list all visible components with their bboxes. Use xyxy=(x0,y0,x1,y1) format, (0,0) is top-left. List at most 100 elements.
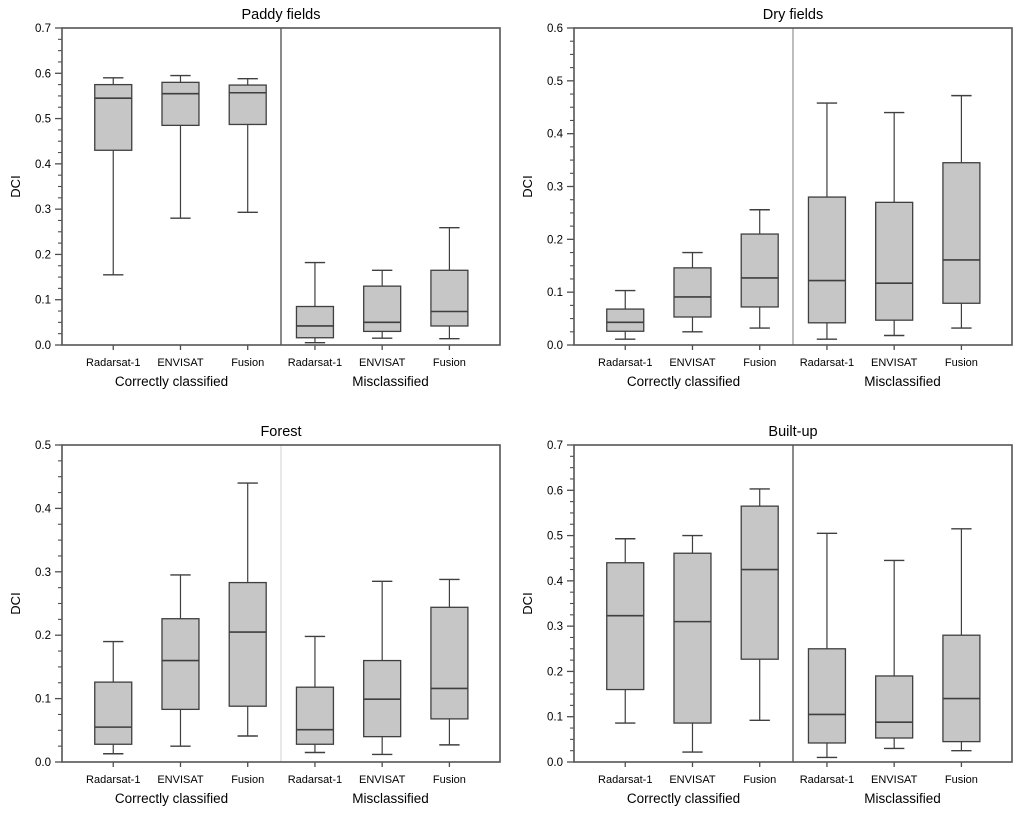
x-category-label: Fusion xyxy=(743,357,776,369)
chart-title: Forest xyxy=(260,424,301,440)
y-axis: 0.0 0.1 0.2 0.3 0.4 0.5 0.6 xyxy=(547,23,574,352)
y-tick-label: 0.7 xyxy=(547,440,563,452)
box-fusion-correct xyxy=(228,482,267,737)
group-label-correct: Correctly classified xyxy=(115,374,228,389)
box-fusion-misclassified xyxy=(942,94,981,329)
box-envisat-correct xyxy=(673,251,712,333)
x-axis: Radarsat-1 ENVISAT Fusion Radarsat-1 ENVISAT… xyxy=(86,345,466,369)
box-envisat-misclassified xyxy=(875,111,914,337)
box-envisat-misclassified xyxy=(363,580,402,756)
y-axis: 0.0 0.1 0.2 0.3 0.4 0.5 0.6 0.7 xyxy=(35,23,62,352)
x-category-label: ENVISAT xyxy=(359,774,406,786)
chart-title: Dry fields xyxy=(763,7,823,23)
y-tick-label: 0.0 xyxy=(547,757,563,769)
box-fusion-correct xyxy=(740,488,779,722)
x-category-label: Radarsat-1 xyxy=(288,357,342,369)
y-tick-label: 0.6 xyxy=(35,68,51,80)
y-tick-label: 0.6 xyxy=(547,23,563,35)
x-category-label: ENVISAT xyxy=(157,774,204,786)
y-tick-label: 0.2 xyxy=(35,249,51,261)
box-fusion-correct xyxy=(228,78,267,214)
x-category-label: ENVISAT xyxy=(669,357,716,369)
plot-frame xyxy=(61,444,501,763)
box-fusion-misclassified xyxy=(430,578,469,746)
panel-paddy-fields: 0.0 0.1 0.2 0.3 0.4 0.5 0.6 0.7 Radarsat-1 ENVISA… xyxy=(0,0,512,400)
x-category-label: ENVISAT xyxy=(669,774,716,786)
y-tick-label: 0.0 xyxy=(35,757,51,769)
box-radarsat-1-correct xyxy=(606,289,645,340)
y-tick-label: 0.1 xyxy=(547,712,563,724)
chart-title: Paddy fields xyxy=(242,7,321,23)
y-tick-label: 0.2 xyxy=(547,666,563,678)
x-category-label: Fusion xyxy=(945,774,978,786)
group-label-misclassified: Misclassified xyxy=(352,791,429,806)
group-labels: Correctly classified Misclassified xyxy=(627,374,941,389)
y-tick-label: 0.1 xyxy=(35,694,51,706)
x-axis: Radarsat-1 ENVISAT Fusion Radarsat-1 ENVISAT… xyxy=(86,762,466,786)
x-category-label: Fusion xyxy=(433,774,466,786)
group-label-correct: Correctly classified xyxy=(627,374,740,389)
box-radarsat-1-misclassified xyxy=(807,102,847,340)
y-tick-label: 0.0 xyxy=(35,340,51,352)
y-tick-label: 0.4 xyxy=(547,576,564,588)
panel-built-up: 0.0 0.1 0.2 0.3 0.4 0.5 0.6 0.7 Radarsat-1 ENVISA… xyxy=(512,400,1024,817)
y-tick-label: 0.4 xyxy=(35,159,52,171)
box-radarsat-1-correct xyxy=(94,77,133,276)
x-category-label: ENVISAT xyxy=(871,774,918,786)
box-radarsat-1-misclassified xyxy=(807,532,847,759)
group-label-misclassified: Misclassified xyxy=(864,791,941,806)
y-tick-label: 0.4 xyxy=(547,129,564,141)
box-radarsat-1-misclassified xyxy=(295,261,335,344)
y-tick-label: 0.3 xyxy=(547,621,563,633)
plot-frame xyxy=(573,444,1013,763)
group-labels: Correctly classified Misclassified xyxy=(627,791,941,806)
group-label-misclassified: Misclassified xyxy=(352,374,429,389)
x-category-label: Radarsat-1 xyxy=(800,357,854,369)
x-category-label: Fusion xyxy=(433,357,466,369)
box-radarsat-1-correct xyxy=(94,640,133,755)
y-tick-label: 0.5 xyxy=(547,531,563,543)
y-tick-label: 0.0 xyxy=(547,340,563,352)
x-category-label: ENVISAT xyxy=(157,357,204,369)
panel-forest: 0.0 0.1 0.2 0.3 0.4 0.5 Radarsat-1 ENVISAT Fusio… xyxy=(0,400,512,817)
x-axis: Radarsat-1 ENVISAT Fusion Radarsat-1 ENVISAT… xyxy=(598,762,978,786)
boxplot-paddy-fields: 0.0 0.1 0.2 0.3 0.4 0.5 0.6 0.7 Radarsat-1 ENVISA… xyxy=(8,7,501,389)
y-tick-label: 0.2 xyxy=(547,234,563,246)
x-category-label: Fusion xyxy=(231,774,264,786)
x-category-label: Radarsat-1 xyxy=(86,357,140,369)
y-axis-label: DCI xyxy=(520,175,535,197)
panel-dry-fields: 0.0 0.1 0.2 0.3 0.4 0.5 0.6 Radarsat-1 ENVISAT Fu… xyxy=(512,0,1024,400)
y-tick-label: 0.3 xyxy=(35,204,51,216)
chart-title: Built-up xyxy=(768,424,817,440)
x-category-label: Radarsat-1 xyxy=(288,774,342,786)
box-radarsat-1-misclassified xyxy=(295,635,335,754)
y-tick-label: 0.5 xyxy=(35,440,51,452)
y-axis: 0.0 0.1 0.2 0.3 0.4 0.5 0.6 0.7 xyxy=(547,440,574,769)
group-label-correct: Correctly classified xyxy=(115,791,228,806)
x-category-label: Radarsat-1 xyxy=(598,357,652,369)
y-tick-label: 0.1 xyxy=(547,287,563,299)
y-axis-label: DCI xyxy=(8,175,23,197)
y-axis-label: DCI xyxy=(8,592,23,614)
x-axis: Radarsat-1 ENVISAT Fusion Radarsat-1 ENVISAT… xyxy=(598,345,978,369)
box-envisat-correct xyxy=(161,74,200,219)
y-tick-label: 0.1 xyxy=(35,295,51,307)
y-tick-label: 0.2 xyxy=(35,630,51,642)
plot-frame xyxy=(61,27,501,346)
y-tick-label: 0.4 xyxy=(35,503,52,515)
x-category-label: ENVISAT xyxy=(871,357,918,369)
y-tick-label: 0.7 xyxy=(35,23,51,35)
y-tick-label: 0.5 xyxy=(547,76,563,88)
boxplot-forest: 0.0 0.1 0.2 0.3 0.4 0.5 Radarsat-1 ENVISAT Fusio… xyxy=(8,424,501,806)
group-labels: Correctly classified Misclassified xyxy=(115,791,429,806)
y-axis-label: DCI xyxy=(520,592,535,614)
box-envisat-correct xyxy=(673,534,712,753)
box-radarsat-1-correct xyxy=(606,538,645,724)
y-tick-label: 0.5 xyxy=(35,114,51,126)
box-fusion-misclassified xyxy=(430,227,469,340)
y-tick-label: 0.6 xyxy=(547,485,563,497)
box-fusion-misclassified xyxy=(942,528,981,752)
boxplot-dry-fields: 0.0 0.1 0.2 0.3 0.4 0.5 0.6 Radarsat-1 ENVISAT Fu… xyxy=(520,7,1013,389)
group-label-correct: Correctly classified xyxy=(627,791,740,806)
